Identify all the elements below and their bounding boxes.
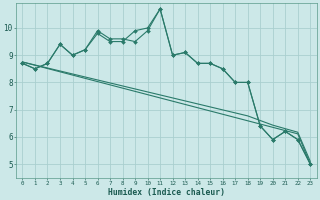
X-axis label: Humidex (Indice chaleur): Humidex (Indice chaleur) — [108, 188, 225, 197]
